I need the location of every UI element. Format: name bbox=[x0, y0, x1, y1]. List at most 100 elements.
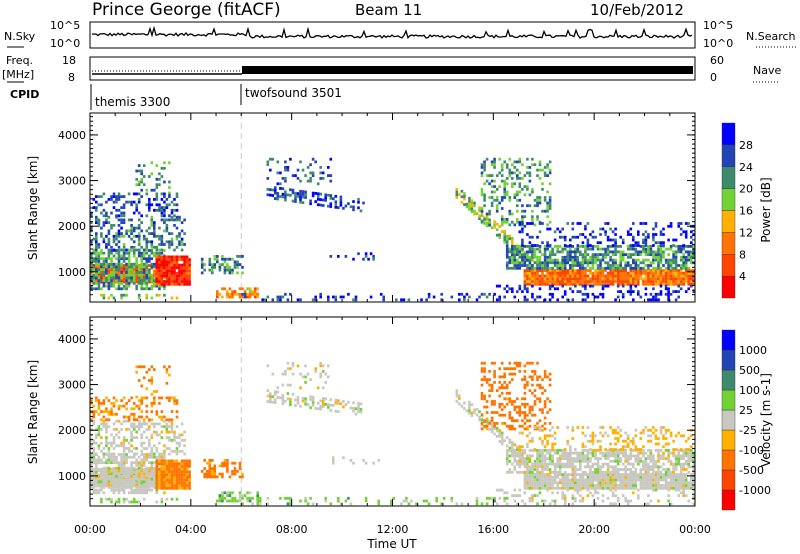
echo-cell bbox=[140, 177, 143, 181]
echo-cell bbox=[556, 465, 559, 469]
echo-cell bbox=[649, 274, 653, 278]
echo-cell bbox=[256, 494, 259, 497]
echo-cell bbox=[511, 177, 514, 180]
echo-cell bbox=[619, 282, 622, 286]
echo-cell bbox=[566, 269, 569, 272]
echo-cell bbox=[654, 484, 658, 487]
echo-cell bbox=[183, 452, 186, 456]
echo-cell bbox=[541, 280, 544, 283]
echo-cell bbox=[150, 392, 154, 396]
echo-cell bbox=[644, 478, 648, 482]
echo-cell bbox=[690, 253, 693, 256]
echo-cell bbox=[107, 287, 111, 291]
echo-cell bbox=[684, 255, 688, 259]
echo-cell bbox=[382, 295, 385, 299]
echo-cell bbox=[92, 287, 96, 291]
echo-cell bbox=[226, 257, 229, 261]
echo-cell bbox=[538, 295, 542, 299]
echo-cell bbox=[95, 262, 98, 266]
echo-cell bbox=[319, 405, 322, 408]
echo-cell bbox=[639, 250, 643, 254]
echo-cell bbox=[178, 234, 181, 238]
echo-cell bbox=[672, 486, 675, 490]
echo-cell bbox=[576, 478, 580, 482]
echo-cell bbox=[642, 269, 645, 272]
echo-cell bbox=[379, 292, 383, 296]
echo-cell bbox=[135, 280, 138, 284]
echo-cell bbox=[609, 481, 612, 485]
echo-cell bbox=[639, 277, 643, 281]
echo-cell bbox=[248, 290, 252, 293]
echo-cell bbox=[122, 280, 126, 284]
echo-cell bbox=[115, 237, 118, 241]
echo-cell bbox=[637, 233, 640, 236]
echo-cell bbox=[659, 241, 663, 245]
echo-cell bbox=[475, 298, 479, 302]
echo-cell bbox=[490, 416, 494, 420]
echo-cell bbox=[626, 473, 630, 476]
echo-cell bbox=[543, 427, 547, 431]
echo-cell bbox=[614, 258, 617, 262]
echo-cell bbox=[132, 273, 136, 277]
echo-cell bbox=[110, 412, 113, 416]
echo-cell bbox=[566, 282, 569, 286]
echo-cell bbox=[148, 254, 151, 258]
echo-cell bbox=[117, 224, 121, 227]
echo-cell bbox=[546, 241, 549, 245]
echo-cell bbox=[284, 177, 287, 180]
echo-cell bbox=[228, 475, 232, 479]
echo-cell bbox=[180, 462, 184, 465]
echo-cell bbox=[533, 280, 537, 283]
echo-cell bbox=[218, 494, 222, 497]
echo-cell bbox=[90, 214, 93, 218]
echo-cell bbox=[505, 391, 509, 395]
echo-cell bbox=[165, 381, 169, 385]
echo-cell bbox=[473, 201, 476, 205]
echo-cell bbox=[221, 496, 224, 500]
echo-cell bbox=[97, 271, 101, 274]
echo-cell bbox=[526, 266, 529, 270]
echo-cell bbox=[659, 484, 663, 487]
echo-cell bbox=[541, 408, 544, 412]
echo-cell bbox=[548, 160, 552, 164]
echo-cell bbox=[498, 434, 501, 438]
echo-cell bbox=[523, 486, 527, 490]
echo-cell bbox=[490, 160, 494, 164]
echo-cell bbox=[168, 478, 171, 482]
echo-cell bbox=[621, 255, 625, 259]
echo-cell bbox=[286, 392, 290, 395]
echo-cell bbox=[677, 269, 680, 272]
echo-cell bbox=[516, 290, 519, 293]
echo-cell bbox=[543, 247, 547, 251]
echo-cell bbox=[662, 484, 665, 487]
echo-cell bbox=[148, 469, 151, 473]
echo-cell bbox=[548, 454, 552, 458]
echo-cell bbox=[490, 174, 494, 177]
echo-cell bbox=[679, 227, 683, 231]
echo-cell bbox=[160, 258, 164, 261]
echo-cell bbox=[238, 292, 242, 296]
echo-cell bbox=[100, 483, 103, 486]
echo-cell bbox=[110, 276, 113, 280]
echo-cell bbox=[160, 452, 164, 456]
echo-cell bbox=[639, 478, 643, 482]
echo-cell bbox=[561, 271, 564, 275]
echo-cell bbox=[621, 284, 625, 288]
echo-cell bbox=[553, 271, 557, 275]
echo-cell bbox=[553, 475, 557, 479]
echo-cell bbox=[286, 166, 290, 169]
echo-cell bbox=[626, 282, 630, 286]
echo-cell bbox=[158, 269, 161, 272]
echo-cell bbox=[90, 444, 93, 448]
echo-cell bbox=[538, 274, 542, 278]
echo-cell bbox=[120, 218, 123, 222]
echo-cell bbox=[511, 171, 514, 175]
echo-cell bbox=[652, 258, 655, 262]
echo-cell bbox=[543, 478, 547, 482]
echo-cell bbox=[541, 277, 544, 281]
echo-cell bbox=[142, 237, 146, 241]
echo-cell bbox=[654, 222, 658, 225]
echo-cell bbox=[145, 480, 149, 484]
echo-cell bbox=[528, 266, 532, 270]
echo-cell bbox=[158, 203, 161, 207]
